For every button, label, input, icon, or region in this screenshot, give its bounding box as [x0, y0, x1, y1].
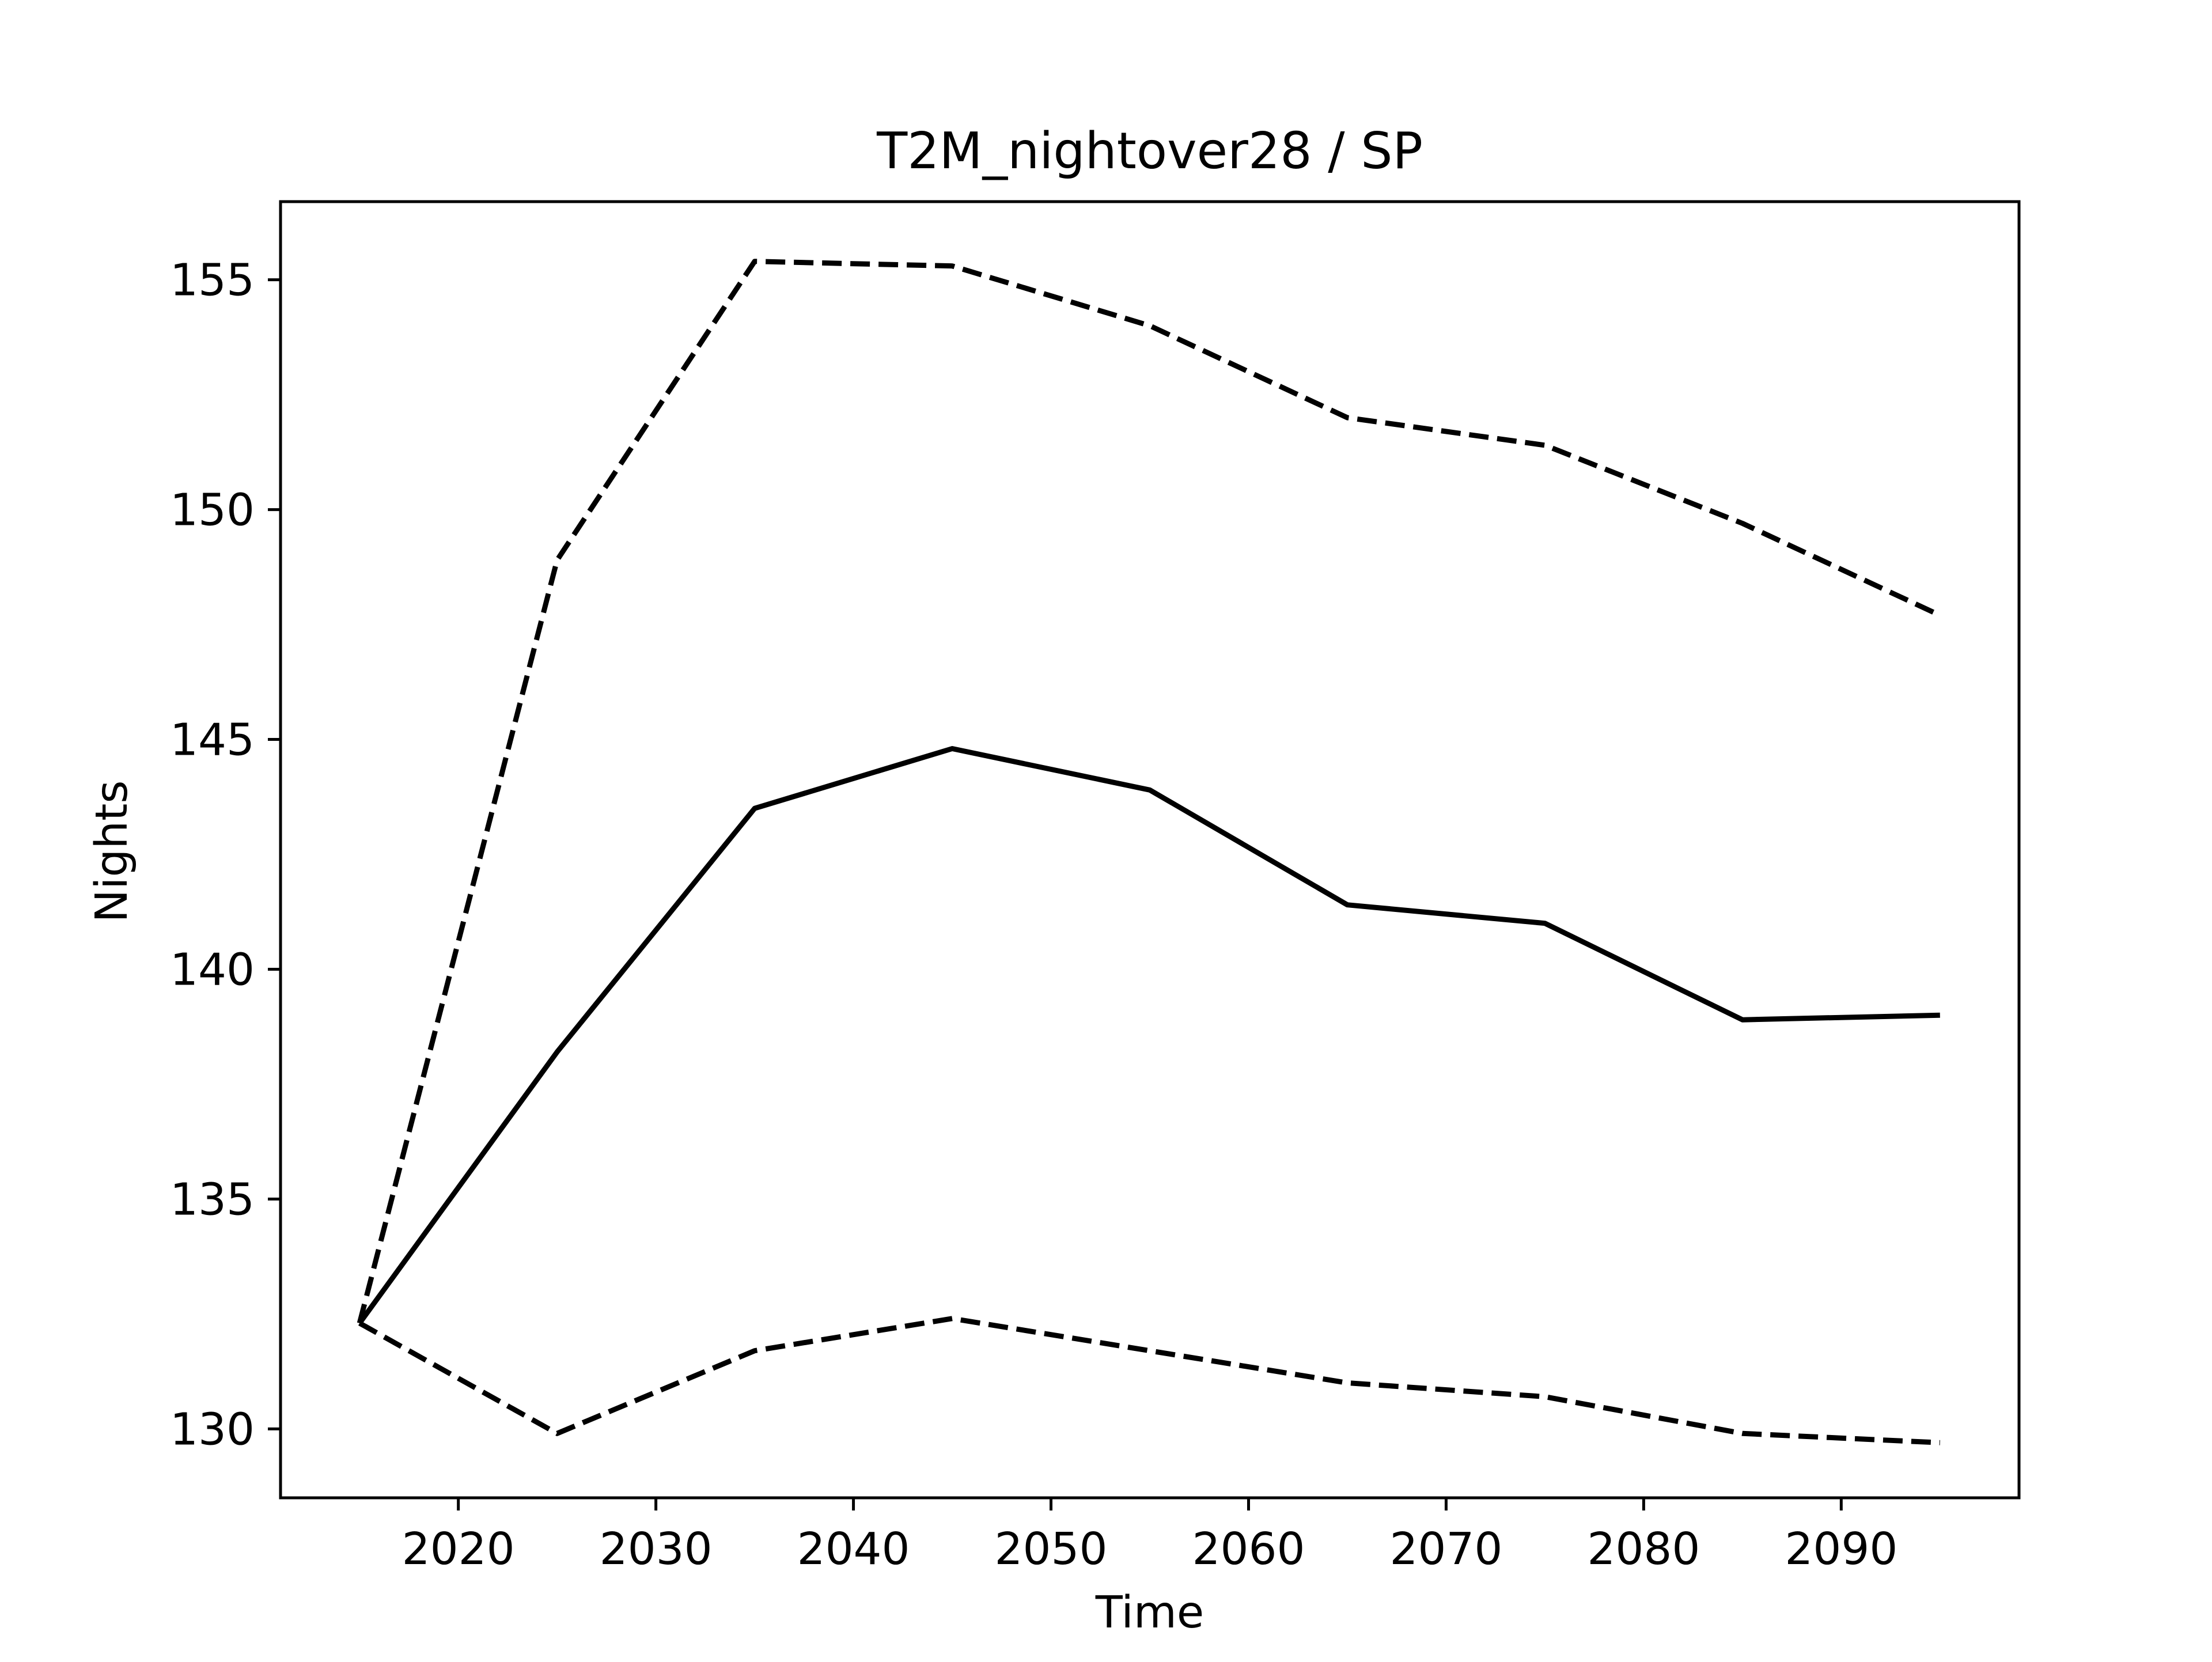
- y-tick-label: 140: [170, 944, 255, 995]
- series-line-lower-dashed: [358, 1316, 1941, 1445]
- x-tick-label: 2030: [600, 1524, 713, 1575]
- y-tick-label: 135: [170, 1174, 255, 1225]
- x-tick-label: 2080: [1587, 1524, 1700, 1575]
- ticks-layer: 2020 2030 2040 2050 2060 2070 2080 2090 130 135 14…: [170, 255, 1897, 1575]
- series-line-median: [357, 746, 1940, 1325]
- y-tick-label: 145: [170, 715, 255, 766]
- chart-title: T2M_nightover28 / SP: [876, 122, 1423, 180]
- x-tick-label: 2070: [1389, 1524, 1502, 1575]
- plot-frame: [279, 200, 2021, 1500]
- x-tick-label: 2090: [1785, 1524, 1897, 1575]
- x-axis-label: Time: [1095, 1587, 1204, 1638]
- x-tick-label: 2040: [797, 1524, 910, 1575]
- y-tick-label: 130: [170, 1404, 255, 1455]
- series-line-upper-dashed: [357, 259, 1941, 1324]
- y-axis-label: Nights: [86, 781, 138, 923]
- x-tick-label: 2060: [1192, 1524, 1305, 1575]
- x-tick-label: 2020: [402, 1524, 515, 1575]
- series-layer: [357, 259, 1941, 1445]
- y-tick-label: 150: [170, 485, 255, 536]
- y-tick-label: 155: [170, 255, 255, 306]
- x-tick-label: 2050: [995, 1524, 1108, 1575]
